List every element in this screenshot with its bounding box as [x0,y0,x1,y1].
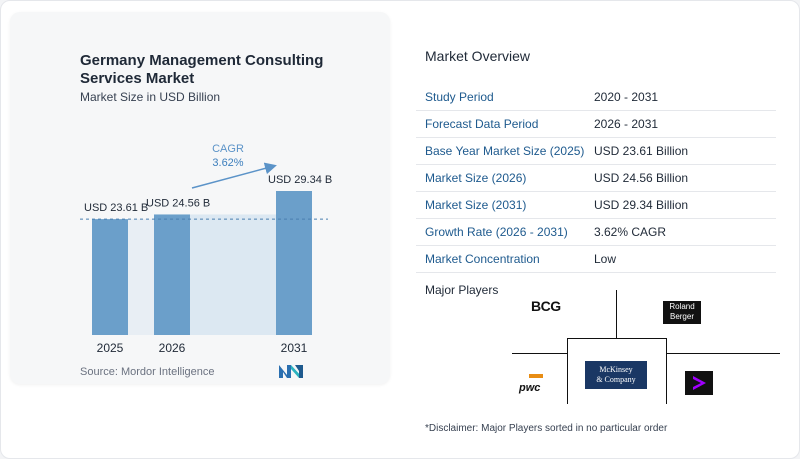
overview-row-label: Forecast Data Period [425,117,539,131]
overview-row-value: USD 23.61 Billion [594,144,689,158]
overview-row-label: Market Concentration [425,252,540,266]
overview-row-label: Study Period [425,90,494,104]
overview-row: Market Concentration Low [416,246,776,273]
accenture-chevron-icon [693,376,706,390]
overview-row: Forecast Data Period 2026 - 2031 [416,111,776,138]
mckinsey-logo-line2: & Company [596,375,636,384]
pwc-logo-bar [529,374,543,378]
bar-2026 [154,214,190,335]
pwc-logo-text: pwc [519,382,541,394]
value-label: USD 24.56 B [146,197,210,209]
chart-title: Germany Management Consulting Services M… [80,52,324,87]
mckinsey-logo-line1: McKinsey [599,365,633,374]
quadrant-box-left [567,338,568,404]
bar-2025 [92,219,128,335]
cagr-label: CAGR [212,143,244,155]
overview-row-value: USD 24.56 Billion [594,171,689,185]
quadrant-box-right [666,338,667,404]
value-label: USD 29.34 B [268,174,332,186]
disclaimer: *Disclaimer: Major Players sorted in no … [425,423,668,434]
overview-row: Growth Rate (2026 - 2031) 3.62% CAGR [416,219,776,246]
overview-row-value: 2026 - 2031 [594,117,659,131]
forecast-band [190,214,276,335]
overview-row-label: Base Year Market Size (2025) [425,144,585,158]
pwc-logo: pwc [519,374,543,396]
overview-row: Market Size (2026) USD 24.56 Billion [416,165,776,192]
overview-row: Base Year Market Size (2025) USD 23.61 Bi… [416,138,776,165]
quadrant-line-left [512,353,567,354]
overview-row: Study Period 2020 - 2031 [416,84,776,111]
source-note: Source: Mordor Intelligence [80,366,215,378]
chart-subtitle: Market Size in USD Billion [80,90,221,104]
value-label: USD 23.61 B [84,202,148,214]
overview-row: Market Size (2031) USD 29.34 Billion [416,192,776,219]
overview-row-value: Low [594,252,617,266]
mckinsey-logo: McKinsey & Company [585,361,647,389]
category-label: 2025 [97,341,124,355]
category-label: 2031 [281,341,308,355]
overview-row-value: 2020 - 2031 [594,90,659,104]
roland-berger-logo-line1: Roland [669,302,695,311]
quadrant-line-right [666,353,780,354]
quadrant-line-top [616,290,617,338]
quadrant-box-top [567,338,667,339]
mordor-logo-icon [279,365,303,378]
category-label: 2026 [159,341,186,355]
bcg-logo: BCG [531,298,561,314]
players-heading: Major Players [425,283,499,297]
roland-berger-logo-line2: Berger [669,312,694,321]
overview-row-label: Market Size (2031) [425,198,527,212]
gap-band [128,219,154,335]
overview-row-label: Growth Rate (2026 - 2031) [425,225,568,239]
overview-row-label: Market Size (2026) [425,171,527,185]
overview-row-value: 3.62% CAGR [594,225,667,239]
cagr-arrow [191,162,277,189]
overview-row-value: USD 29.34 Billion [594,198,689,212]
accenture-logo [685,371,713,395]
overview-heading: Market Overview [425,48,531,64]
roland-berger-logo: Roland Berger [663,301,701,324]
bar-2031 [276,191,312,335]
cagr-value: 3.62% [212,157,243,169]
